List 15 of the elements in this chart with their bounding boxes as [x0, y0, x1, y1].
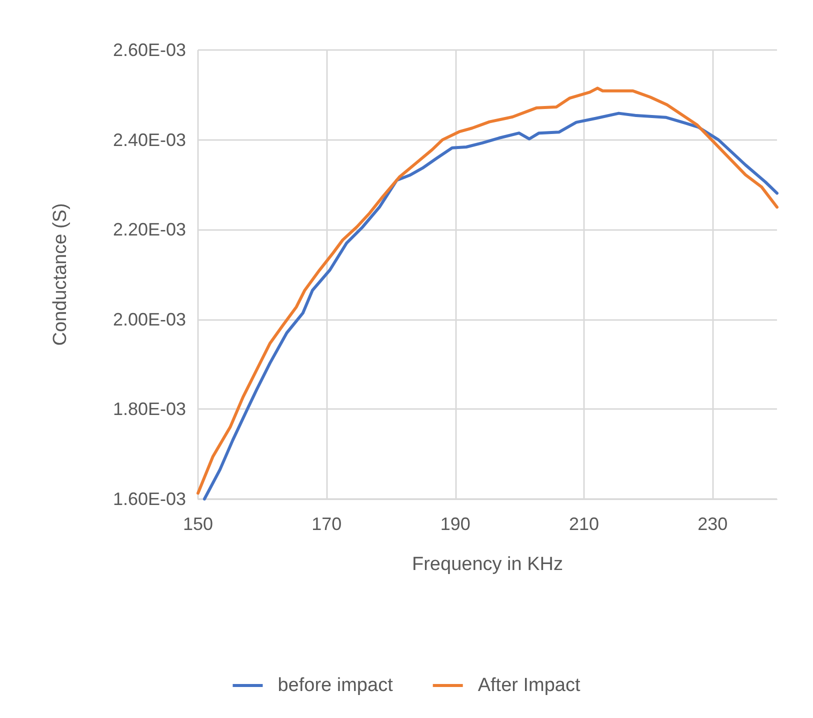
y-tick-label: 1.80E-03 — [112, 399, 186, 420]
y-tick-label: 2.00E-03 — [112, 309, 186, 330]
legend-label: After Impact — [478, 675, 581, 696]
x-axis-title: Frequency in KHz — [412, 554, 564, 575]
x-tick-label: 230 — [698, 514, 728, 534]
x-tick-label: 210 — [568, 514, 600, 534]
x-tick-label: 150 — [182, 514, 214, 534]
y-axis-title: Conductance (S) — [50, 203, 71, 346]
y-tick-label: 2.20E-03 — [112, 220, 186, 240]
x-tick-label: 170 — [312, 514, 342, 534]
y-tick-label: 2.60E-03 — [112, 40, 186, 60]
legend-label: before impact — [278, 675, 394, 696]
y-tick-label: 1.60E-03 — [112, 489, 186, 509]
y-tick-label: 2.40E-03 — [112, 130, 186, 150]
x-tick-label: 190 — [440, 514, 470, 534]
